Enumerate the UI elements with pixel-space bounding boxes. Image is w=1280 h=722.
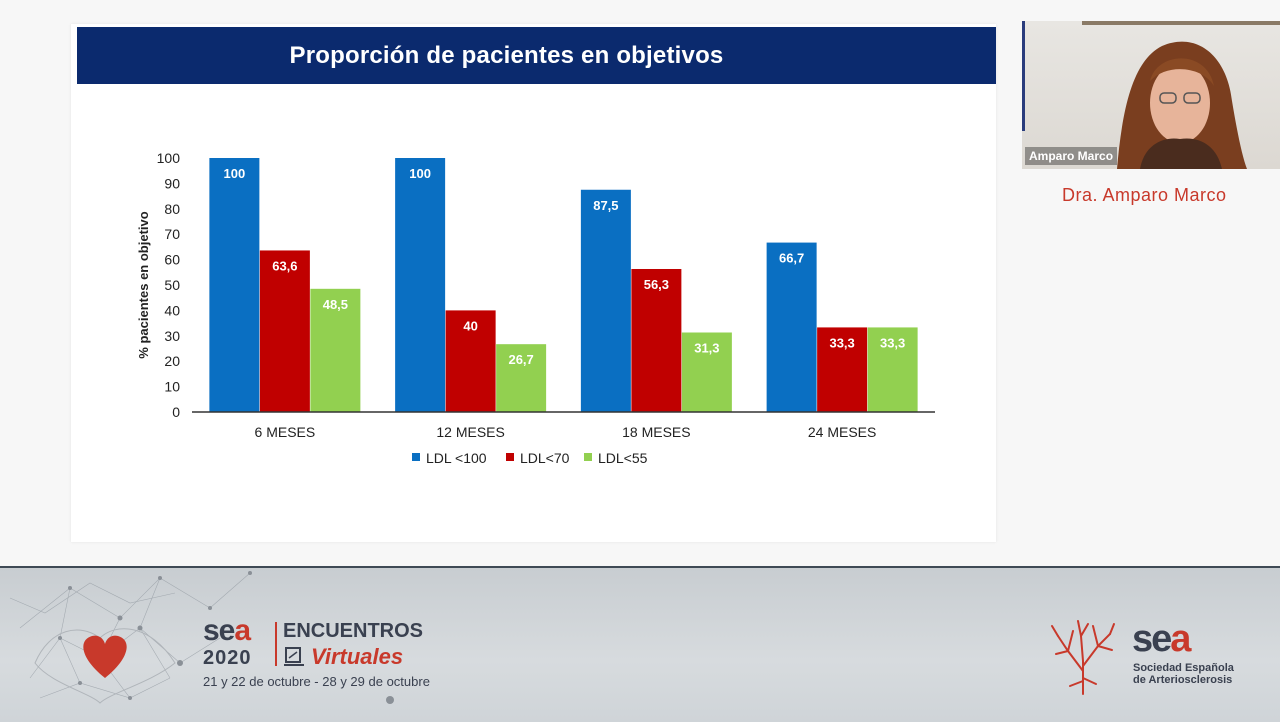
network-heart-graphic [9,571,394,704]
org-name: Sociedad Española de Arteriosclerosis [1133,662,1234,686]
event-dates: 21 y 22 de octubre - 28 y 29 de octubre [203,674,430,689]
data-label: 26,7 [508,352,533,367]
x-tick-label: 6 MESES [255,424,316,440]
data-label: 40 [463,318,477,333]
bar [209,158,260,412]
event-brand: sea [203,614,251,647]
heart-icon [83,635,127,678]
event-banner: sea 2020 ENCUENTROS Virtuales 21 y 22 de… [0,566,1280,722]
webcam-name-tag: Amparo Marco [1025,147,1118,165]
bar [580,189,631,412]
bar [766,242,817,412]
bar [631,268,682,412]
webcam-feed: Amparo Marco [1022,21,1280,169]
x-tick-label: 12 MESES [436,424,504,440]
bar [445,310,496,412]
event-year: 2020 [203,647,252,669]
bar [867,327,918,412]
laptop-icon [284,647,304,666]
data-label: 33,3 [829,335,854,350]
legend-swatch [506,453,514,461]
data-label: 66,7 [779,251,804,266]
y-tick-label: 30 [164,328,180,344]
event-title-line1: ENCUENTROS [283,620,424,642]
y-tick-label: 80 [164,201,180,217]
y-tick-label: 90 [164,175,180,191]
data-label: 87,5 [593,198,618,213]
bar [395,158,446,412]
y-tick-label: 20 [164,353,180,369]
legend-label: LDL<55 [598,450,648,466]
legend-swatch [412,453,420,461]
slide-header: Proporción de pacientes en objetivos [77,27,996,84]
data-label: 33,3 [880,335,905,350]
y-tick-label: 70 [164,226,180,242]
slide-title: Proporción de pacientes en objetivos [289,41,724,69]
data-label: 100 [409,166,431,181]
tree-logo-icon [1051,620,1115,695]
legend-label: LDL<70 [520,450,570,466]
y-tick-label: 60 [164,252,180,268]
data-label: 63,6 [272,258,297,273]
y-axis-label: % pacientes en objetivo [136,211,151,358]
bar [310,288,361,412]
data-label: 48,5 [323,297,348,312]
y-tick-label: 10 [164,379,180,395]
speaker-video [1117,41,1247,169]
bar [681,332,732,412]
y-tick-label: 50 [164,277,180,293]
bar-chart: 0 10 20 30 40 50 60 70 80 90 100 % pacientes en obj… [136,150,935,466]
slide: Proporción de pacientes en objetivos 0 10… [71,24,996,542]
shelf [1082,21,1280,25]
bar [817,327,868,412]
x-tick-label: 24 MESES [808,424,876,440]
bar [496,344,547,412]
data-label: 100 [224,166,246,181]
speaker-label: Dra. Amparo Marco [1062,185,1227,205]
data-label: 56,3 [644,277,669,292]
legend-swatch [584,453,592,461]
bar [259,250,310,412]
divider [275,622,277,666]
org-brand: sea [1132,618,1191,660]
picture-frame [1022,21,1025,131]
legend-label: LDL <100 [426,450,487,466]
event-title-line2: Virtuales [311,644,404,669]
y-tick-label: 0 [172,404,180,420]
y-tick-label: 100 [157,150,181,166]
data-label: 31,3 [694,340,719,355]
x-tick-label: 18 MESES [622,424,690,440]
y-tick-label: 40 [164,302,180,318]
